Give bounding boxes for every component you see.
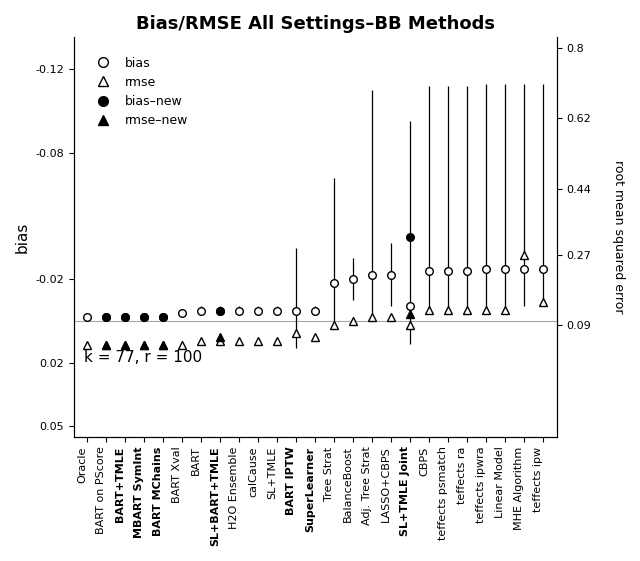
Y-axis label: root mean squared error: root mean squared error [612,160,625,314]
Y-axis label: bias: bias [15,221,30,252]
Text: k = 77, r = 100: k = 77, r = 100 [84,350,202,365]
Legend: bias, rmse, bias–new, rmse–new: bias, rmse, bias–new, rmse–new [85,52,193,132]
Title: Bias/RMSE All Settings–BB Methods: Bias/RMSE All Settings–BB Methods [136,15,495,33]
